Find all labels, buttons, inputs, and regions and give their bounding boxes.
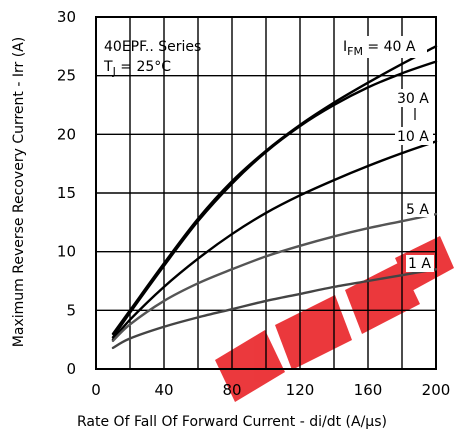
label-1a-bg [406,255,434,272]
curve-label-1a: 1 A [408,256,431,272]
y-tick-label: 0 [66,360,76,378]
series-line-10a [111,140,438,341]
plot-frame [95,16,437,370]
temperature-value: = 25°C [116,59,171,75]
temperature-annotation: TJ = 25°C [103,59,171,78]
temperature-symbol: T [103,59,113,75]
y-tick-label: 10 [57,243,76,261]
series-line-1a [111,268,438,350]
x-tick-label: 40 [154,381,173,399]
y-tick-label: 30 [57,8,76,26]
curve-label-5a: 5 A [406,202,429,218]
ifm-label-bg [341,36,427,58]
x-tick-label: 200 [422,381,451,399]
y-tick-labels: 0 5 10 15 20 25 30 [57,8,76,378]
x-tick-label: 80 [222,381,241,399]
label-5a-bg [404,200,434,217]
x-tick-label: 120 [286,381,315,399]
label-30a-bg [395,89,433,107]
series-line-30a [111,60,438,339]
y-tick-label: 5 [66,301,76,319]
y-tick-label: 15 [57,184,76,202]
series-annotation: 40EPF.. Series [104,39,201,55]
label-10a-bg [395,127,433,145]
curve-label-10a: 10 A [397,129,429,145]
curve-label-40a: IFM = 40 A [343,39,416,58]
ifm-subscript: FM [347,45,363,58]
y-tick-label: 20 [57,125,76,143]
series-line-5a [111,212,438,343]
series-layer [111,45,438,350]
ifm-value: = 40 A [363,39,416,55]
y-tick-label: 25 [57,67,76,85]
grid [96,17,436,369]
x-axis-title: Rate Of Fall Of Forward Current - di/dt … [77,414,387,430]
y-axis-title: Maximum Reverse Recovery Current - Irr (… [11,37,27,347]
curve-label-30a: 30 A [397,91,429,107]
x-tick-label: 160 [354,381,383,399]
ifm-symbol: I [343,39,347,55]
temperature-subscript: J [112,65,116,78]
x-tick-label: 0 [91,381,101,399]
x-tick-labels: 0 40 80 120 160 200 [91,381,450,399]
